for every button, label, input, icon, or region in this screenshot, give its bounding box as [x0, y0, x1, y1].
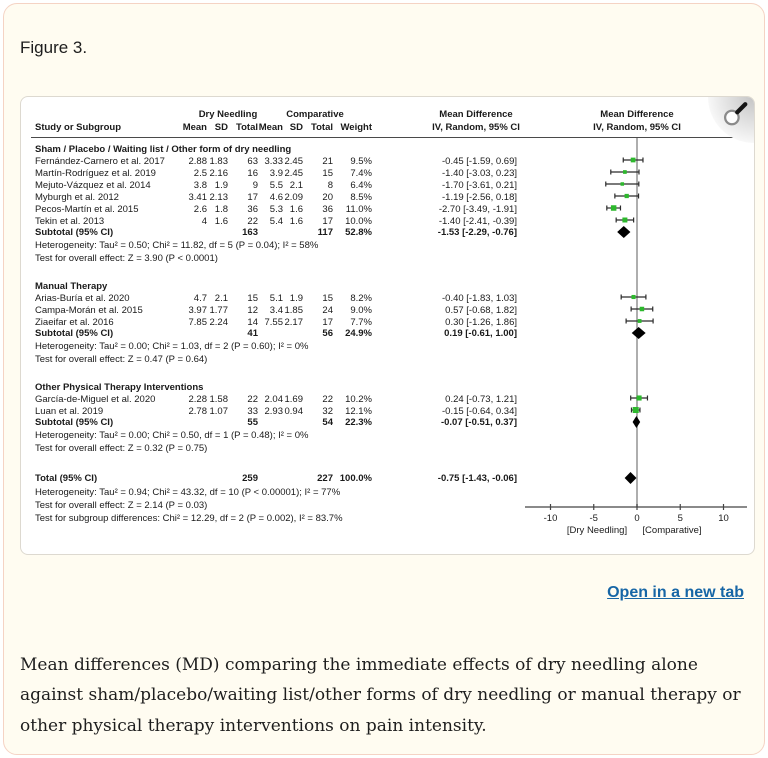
axis-tick-label: -10 [544, 513, 558, 524]
study-point-estimate [610, 205, 617, 211]
analysis-note: Heterogeneity: Tau² = 0.94; Chi² = 43.32… [35, 487, 341, 498]
axis-tick-label: -5 [590, 513, 598, 524]
analysis-note: Test for overall effect: Z = 3.90 (P < 0… [35, 253, 218, 264]
figure-label: Figure 3. [20, 38, 88, 57]
col-group-dry-needling: Dry Needling [198, 109, 258, 120]
study-point-estimate [620, 182, 625, 186]
study-point-estimate [624, 193, 629, 199]
forest-plot-image: Dry Needling Comparative Mean Difference… [21, 97, 754, 554]
axis-left-label: [Dry Needling] [567, 525, 627, 536]
col-mean: Mean [182, 122, 207, 133]
subtotal-row: Subtotal (95% CI) 163 117 52.8% -1.53 [-2.29… [35, 227, 517, 238]
axis-tick-label: 5 [678, 513, 683, 524]
study-row: Pecos-Martín et al. 2015 2.6 1.8 36 5.3 1.6 36… [35, 204, 517, 215]
forest-plot-graphics: -10 -5 0 5 10 [Dry Needling] [Comparative] [525, 138, 747, 536]
axis-tick-label: 10 [718, 513, 729, 524]
study-row: Mejuto-Vázquez et al. 2014 3.8 1.9 9 5.5 2.1 8… [35, 180, 517, 191]
study-point-estimate [630, 157, 636, 163]
subtotal-row: Subtotal (95% CI) 41 56 24.9% 0.19 [-0.61, 1… [35, 328, 517, 339]
plot-ci-title: IV, Random, 95% CI [593, 122, 681, 133]
study-row: Martín-Rodríguez et al. 2019 2.5 2.16 16 3.9… [35, 168, 517, 179]
study-row: Fernández-Carnero et al. 2017 2.88 1.83 63 3… [35, 156, 517, 167]
analysis-note: Test for overall effect: Z = 0.47 (P = 0… [35, 354, 208, 365]
subgroup-header: Sham / Placebo / Waiting list / Other fo… [35, 144, 292, 155]
analysis-note: Heterogeneity: Tau² = 0.00; Chi² = 0.50,… [35, 430, 309, 441]
axis-right-label: [Comparative] [642, 525, 701, 536]
analysis-note: Test for subgroup differences: Chi² = 12… [35, 513, 343, 524]
col-group-comparative: Comparative [286, 109, 344, 120]
study-row: Myburgh et al. 2012 3.41 2.13 17 4.6 2.09 20 8.… [35, 192, 517, 203]
study-row: Arias-Buría et al. 2020 4.7 2.1 15 5.1 1.9 15 8… [35, 293, 517, 304]
figure-caption: Mean differences (MD) comparing the imme… [20, 655, 741, 736]
study-row: García-de-Miguel et al. 2020 2.28 1.58 22 2.… [35, 394, 517, 405]
analysis-note: Heterogeneity: Tau² = 0.00; Chi² = 1.03,… [35, 341, 309, 352]
figure-panel[interactable]: Dry Needling Comparative Mean Difference… [20, 96, 755, 555]
axis-tick-label: 0 [634, 513, 639, 524]
figure-card: Figure 3. Dry Needling Comparative Mean … [3, 3, 765, 755]
study-row: Campa-Morán et al. 2015 3.97 1.77 12 3.4 1.85… [35, 305, 517, 316]
pooled-effect-diamond [624, 472, 637, 484]
col-total: Total [236, 122, 258, 133]
study-point-estimate [637, 319, 642, 323]
col-sd: SD [214, 122, 228, 133]
study-row: Luan et al. 2019 2.78 1.07 33 2.93 0.94 32 12.1… [35, 406, 517, 417]
total-row: Total (95% CI) 259 227 100.0% -0.75 [-1.43, … [35, 473, 517, 484]
study-point-estimate [631, 294, 636, 300]
plot-mean-difference-title: Mean Difference [600, 109, 674, 120]
subtotal-row: Subtotal (95% CI) 55 54 22.3% -0.07 [-0.51, … [35, 417, 517, 428]
study-point-estimate [636, 395, 642, 401]
pooled-effect-diamond [631, 327, 646, 339]
analysis-note: Heterogeneity: Tau² = 0.50; Chi² = 11.82… [35, 240, 319, 251]
col-total: Total [311, 122, 333, 133]
study-point-estimate [639, 306, 645, 312]
pooled-effect-diamond [617, 226, 631, 238]
analysis-note: Test for overall effect: Z = 0.32 (P = 0… [35, 443, 208, 454]
magnifier-icon [723, 102, 748, 126]
col-ci-text: IV, Random, 95% CI [432, 122, 520, 133]
study-point-estimate [632, 406, 639, 414]
study-point-estimate [623, 170, 627, 174]
pooled-effect-diamond [632, 416, 641, 428]
col-mean-difference-text: Mean Difference [439, 109, 513, 120]
col-sd: SD [289, 122, 303, 133]
figure-zoom-corner[interactable] [708, 97, 754, 143]
study-row: Tekin et al. 2013 4 1.6 22 5.4 1.6 17 10.0% -1.4… [35, 216, 517, 227]
col-study-or-subgroup: Study or Subgroup [35, 122, 122, 133]
analysis-note: Test for overall effect: Z = 2.14 (P = 0… [35, 500, 208, 511]
study-row: Ziaeifar et al. 2016 7.85 2.24 14 7.55 2.17 17… [35, 317, 517, 328]
table-header-rule [31, 137, 747, 138]
col-mean: Mean [258, 122, 283, 133]
col-weight: Weight [340, 122, 373, 133]
subgroup-header: Other Physical Therapy Interventions [35, 382, 204, 393]
open-new-tab-link[interactable]: Open in a new tab [607, 584, 744, 601]
subgroup-header: Manual Therapy [35, 281, 108, 292]
study-point-estimate [622, 217, 628, 223]
